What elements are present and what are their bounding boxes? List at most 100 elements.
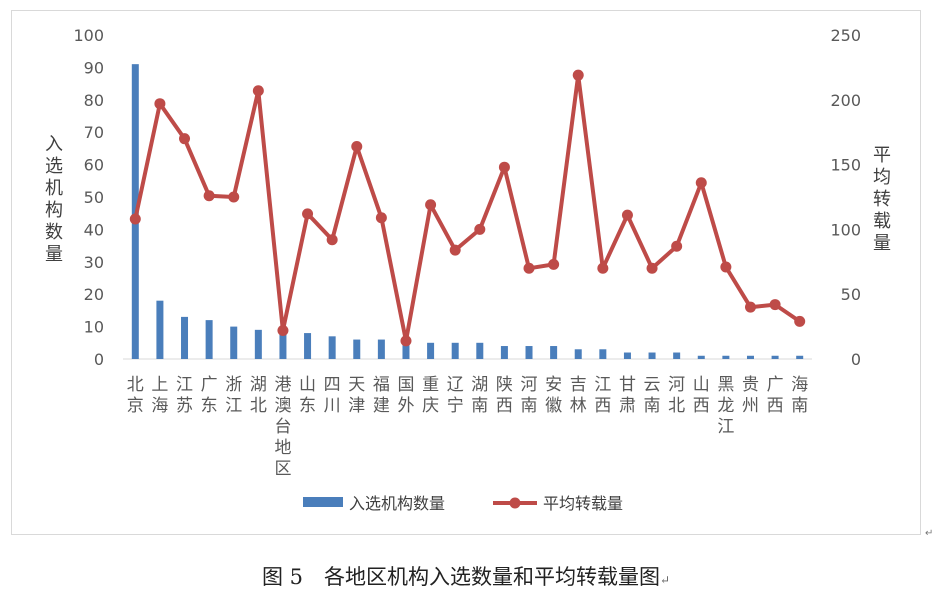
line-point [523, 262, 535, 274]
bar [451, 342, 459, 359]
bar [697, 355, 705, 359]
bar [279, 333, 287, 359]
bar [230, 326, 238, 359]
bar [574, 349, 582, 359]
caption-return-mark: ↵ [659, 573, 671, 587]
right-tick-label: 150 [830, 156, 861, 175]
category-label: 广西 [767, 375, 784, 416]
corner-return-mark: ↵ [925, 528, 932, 539]
line-point [228, 191, 240, 203]
category-label: 浙江 [225, 375, 242, 416]
bar [623, 352, 631, 359]
bar-series [131, 64, 804, 359]
category-label: 贵州 [742, 375, 759, 416]
category-label: 四川 [324, 375, 341, 416]
category-label: 重庆 [422, 375, 439, 416]
line-point [252, 85, 264, 97]
bar [746, 355, 754, 359]
line-point [572, 69, 584, 81]
legend-label: 平均转载量 [543, 494, 623, 513]
left-tick-label: 50 [84, 188, 104, 207]
category-label: 云南 [644, 375, 661, 416]
bar [328, 336, 336, 359]
category-label: 山东 [299, 375, 316, 416]
left-tick-label: 40 [84, 220, 104, 239]
bar [402, 342, 410, 359]
line-point [720, 261, 732, 273]
bar [353, 339, 361, 359]
right-axis-title: 平均转载量 [873, 145, 891, 254]
left-tick-label: 20 [84, 285, 104, 304]
bar [205, 320, 213, 359]
line-point [597, 262, 609, 274]
right-tick-label: 0 [851, 350, 861, 369]
bar [254, 329, 262, 359]
legend-swatch-bar [303, 497, 343, 507]
left-tick-label: 10 [84, 318, 104, 337]
category-label: 广东 [201, 375, 218, 416]
category-label: 甘肃 [619, 375, 636, 416]
right-tick-label: 50 [841, 285, 861, 304]
category-label: 海南 [791, 375, 808, 416]
line-point [548, 258, 560, 270]
left-axis-title: 入选机构数量 [45, 134, 63, 265]
line-point [671, 240, 683, 252]
left-tick-label: 60 [84, 156, 104, 175]
left-axis-ticks: 0 10 20 30 40 50 60 70 80 90 100 [73, 26, 104, 369]
axis-title-text: 入选机构数量 [45, 134, 63, 265]
category-label: 上海 [151, 375, 168, 416]
left-tick-label: 90 [84, 58, 104, 77]
legend-label: 入选机构数量 [349, 494, 445, 513]
line-point [498, 161, 510, 173]
category-label: 陕西 [496, 375, 513, 416]
right-tick-label: 100 [830, 220, 861, 239]
line-point [769, 299, 781, 311]
category-label: 辽宁 [447, 375, 464, 416]
line-point [744, 301, 756, 313]
right-tick-label: 200 [830, 91, 861, 110]
category-labels: 北京上海江苏广东浙江湖北港澳台地区山东四川天津福建国外重庆辽宁湖南陕西河南安徽吉… [127, 375, 808, 479]
line-point [375, 212, 387, 224]
chart-frame [11, 10, 921, 535]
bar [673, 352, 681, 359]
line-point [326, 234, 338, 246]
category-label: 湖南 [471, 375, 488, 416]
line-point [351, 140, 363, 152]
line-point [154, 98, 166, 110]
category-label: 河北 [668, 375, 685, 416]
category-label: 河南 [521, 375, 538, 416]
bar [771, 355, 779, 359]
legend-swatch-marker [509, 497, 521, 509]
right-tick-label: 250 [830, 26, 861, 45]
line-point [621, 209, 633, 221]
category-label: 山西 [693, 375, 710, 416]
legend: 入选机构数量 平均转载量 [303, 494, 623, 513]
bar [722, 355, 730, 359]
bar [550, 346, 558, 359]
bar [648, 352, 656, 359]
bar [500, 346, 508, 359]
category-label: 黑龙江 [717, 375, 734, 437]
left-tick-label: 80 [84, 91, 104, 110]
left-tick-label: 70 [84, 123, 104, 142]
chart: 0 10 20 30 40 50 60 70 80 90 100 0 50 100 150 200 250 北… [45, 26, 891, 513]
line-point [695, 177, 707, 189]
bar [377, 339, 385, 359]
axis-title-text: 平均转载量 [873, 145, 891, 254]
line-point [129, 213, 141, 225]
category-label: 湖北 [250, 375, 267, 416]
line-point [400, 335, 412, 347]
bar [427, 342, 435, 359]
category-label: 港澳台地区 [274, 375, 291, 479]
bar [599, 349, 607, 359]
category-label: 国外 [397, 375, 414, 416]
category-label: 天津 [348, 375, 365, 416]
left-tick-label: 100 [73, 26, 104, 45]
line-point [794, 315, 806, 327]
line-point [474, 223, 486, 235]
line-point [449, 244, 461, 256]
caption-text: 图 5 各地区机构入选数量和平均转载量图 [261, 565, 660, 589]
line-point [646, 262, 658, 274]
line-point [277, 324, 289, 336]
bar [525, 346, 533, 359]
